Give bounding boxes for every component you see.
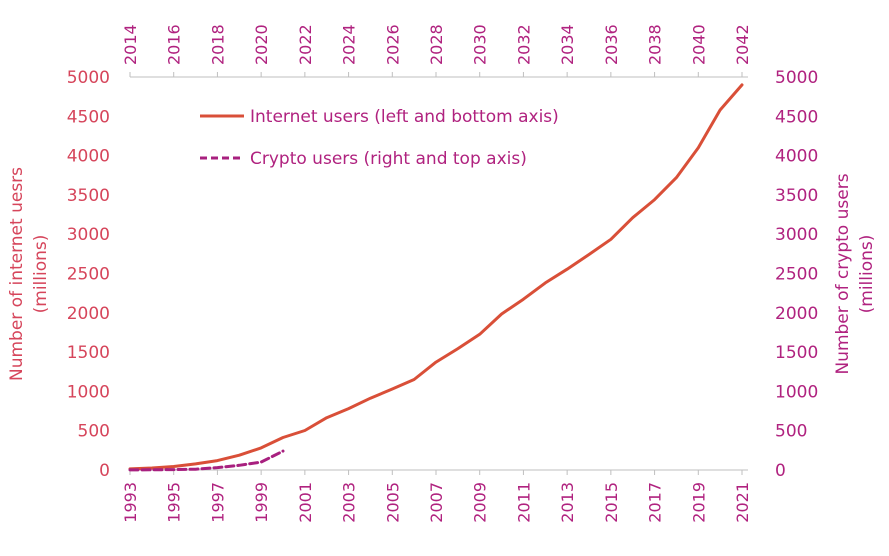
bottom-tick-label: 2001 [296, 482, 315, 523]
right-axis: 0 500 1000 1500 2000 2500 3000 3500 4000 4500 5000 [775, 68, 818, 481]
legend: Internet users (left and bottom axis) Cr… [200, 107, 559, 169]
top-tick-label: 2042 [733, 24, 752, 65]
bottom-tick-label: 1997 [208, 482, 227, 523]
series-layer [128, 83, 744, 472]
left-axis-title-line2: (millions) [31, 235, 51, 314]
left-tick-label: 2500 [67, 265, 110, 285]
left-tick-label: 3000 [67, 225, 110, 245]
left-tick-label: 500 [78, 422, 110, 442]
bottom-tick-label: 2019 [689, 482, 708, 523]
right-tick-label: 1500 [775, 343, 818, 363]
left-tick-label: 4500 [67, 107, 110, 127]
bottom-tick-label: 2005 [383, 482, 402, 523]
bottom-tick-label: 1995 [165, 482, 184, 523]
top-tick-label: 2032 [514, 24, 533, 65]
bottom-tick-label: 2017 [646, 482, 665, 523]
right-tick-label: 3000 [775, 225, 818, 245]
right-tick-label: 0 [775, 461, 786, 481]
bottom-tick-label: 2003 [340, 482, 359, 523]
bottom-tick-label: 1993 [121, 482, 140, 523]
left-axis: 0 500 1000 1500 2000 2500 3000 3500 4000 4500 5000 [67, 68, 110, 481]
top-tick-label: 2024 [340, 24, 359, 65]
internet-users-line [128, 83, 744, 471]
top-axis: 2014 2016 2018 2020 2022 2024 2026 2028 2030 2032… [121, 24, 752, 78]
top-tick-label: 2016 [165, 24, 184, 65]
bottom-tick-label: 2011 [514, 482, 533, 523]
legend-label-internet: Internet users (left and bottom axis) [250, 107, 559, 127]
top-tick-label: 2034 [558, 24, 577, 65]
right-tick-label: 2000 [775, 304, 818, 324]
left-tick-label: 0 [99, 461, 110, 481]
left-tick-label: 2000 [67, 304, 110, 324]
right-tick-label: 2500 [775, 265, 818, 285]
right-tick-label: 500 [775, 422, 807, 442]
right-tick-label: 4500 [775, 107, 818, 127]
right-axis-title-line1: Number of crypto users [833, 173, 853, 374]
right-axis-title-line2: (millions) [857, 235, 877, 314]
bottom-tick-label: 1999 [252, 482, 271, 523]
left-tick-label: 3500 [67, 186, 110, 206]
bottom-tick-label: 2007 [427, 482, 446, 523]
top-tick-label: 2028 [427, 24, 446, 65]
bottom-tick-label: 2009 [471, 482, 490, 523]
bottom-tick-label: 2015 [602, 482, 621, 523]
bottom-tick-label: 2021 [733, 482, 752, 523]
top-tick-label: 2014 [121, 24, 140, 65]
top-tick-label: 2030 [471, 24, 490, 65]
top-tick-label: 2022 [296, 24, 315, 65]
right-tick-label: 3500 [775, 186, 818, 206]
top-tick-label: 2026 [383, 24, 402, 65]
left-tick-label: 4000 [67, 147, 110, 167]
left-tick-label: 1000 [67, 382, 110, 402]
top-tick-label: 2018 [208, 24, 227, 65]
bottom-tick-label: 2013 [558, 482, 577, 523]
right-tick-label: 4000 [775, 147, 818, 167]
crypto-users-line [128, 449, 285, 472]
left-axis-title-line1: Number of internet uesrs [7, 167, 27, 381]
bottom-axis: 1993 1995 1997 1999 2001 2003 2005 2007 2009 2011… [121, 469, 752, 523]
left-tick-label: 5000 [67, 68, 110, 88]
right-tick-label: 1000 [775, 382, 818, 402]
top-tick-label: 2038 [646, 24, 665, 65]
top-tick-label: 2020 [252, 24, 271, 65]
left-tick-label: 1500 [67, 343, 110, 363]
right-tick-label: 5000 [775, 68, 818, 88]
legend-label-crypto: Crypto users (right and top axis) [250, 149, 527, 169]
top-tick-label: 2036 [602, 24, 621, 65]
top-tick-label: 2040 [689, 24, 708, 65]
